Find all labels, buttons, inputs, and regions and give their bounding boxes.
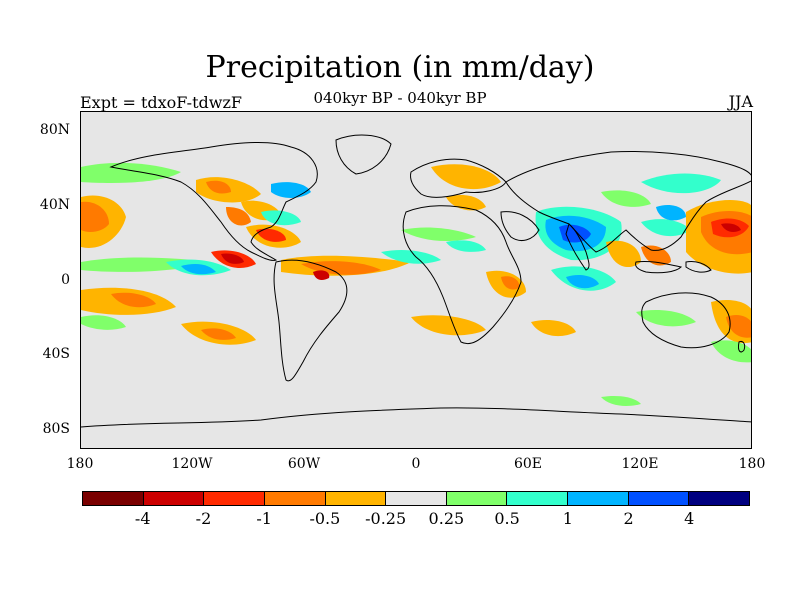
colorbar-segment	[83, 492, 144, 505]
y-tick-label: 40S	[42, 346, 70, 362]
anomaly-patch	[601, 395, 641, 406]
colorbar-label: -0.25	[365, 509, 407, 528]
anomaly-patch	[271, 182, 311, 198]
season-label: JJA	[728, 92, 753, 111]
coastline	[641, 292, 731, 349]
anomaly-patch	[711, 340, 751, 363]
colorbar-label: 0.25	[428, 509, 465, 528]
coastline	[81, 407, 751, 428]
colorbar-segment	[386, 492, 447, 505]
anomaly-patch	[181, 264, 216, 275]
anomaly-contours	[81, 162, 751, 406]
anomaly-patch	[411, 315, 486, 336]
anomaly-patch	[601, 190, 651, 207]
anomaly-patch	[81, 201, 109, 232]
colorbar-segment	[325, 492, 387, 505]
colorbar-segment	[264, 492, 326, 505]
anomaly-patch	[81, 315, 126, 330]
x-tick-label: 120W	[171, 456, 213, 472]
x-tick-label: 0	[411, 456, 421, 472]
coastline	[402, 205, 522, 345]
x-tick-label: 120E	[621, 456, 659, 472]
colorbar-label: 1	[562, 509, 573, 528]
coastline	[685, 261, 712, 273]
colorbar-label: -4	[134, 509, 151, 528]
anomaly-patch	[261, 210, 301, 226]
coastline	[109, 142, 318, 261]
colorbar-label: 2	[623, 509, 634, 528]
y-tick-label: 40N	[39, 197, 70, 213]
anomaly-patch	[431, 164, 501, 190]
coastline	[635, 261, 683, 274]
anomaly-patch	[606, 240, 641, 268]
anomaly-patch	[566, 274, 599, 289]
x-tick-label: 180	[738, 456, 766, 472]
colorbar	[82, 491, 750, 506]
x-tick-label: 60E	[513, 456, 543, 472]
coastline	[500, 211, 540, 241]
x-tick-label: 60W	[287, 456, 321, 472]
colorbar-segment	[446, 492, 508, 505]
anomaly-patch	[641, 245, 671, 266]
coastline	[335, 134, 392, 175]
colorbar-label: -1	[256, 509, 272, 528]
anomaly-patch	[206, 180, 231, 194]
anomaly-patch	[256, 228, 286, 242]
anomaly-patch	[636, 310, 696, 327]
colorbar-label: -2	[195, 509, 212, 528]
coastline	[565, 223, 590, 271]
y-tick-label: 0	[61, 272, 70, 288]
y-tick-label: 80S	[42, 421, 70, 437]
anomaly-patch	[726, 315, 751, 338]
plot-subtitle: 040kyr BP - 040kyr BP	[313, 89, 487, 107]
colorbar-segment	[628, 492, 690, 505]
anomaly-patch	[313, 270, 330, 280]
precipitation-map	[80, 111, 752, 449]
colorbar-segment	[507, 492, 569, 505]
anomaly-patch	[656, 205, 686, 221]
colorbar-label: 0.5	[494, 509, 520, 528]
anomaly-patch	[446, 240, 486, 252]
map-canvas	[81, 134, 751, 428]
anomaly-patch	[641, 219, 691, 237]
colorbar-segment	[568, 492, 629, 505]
x-tick-label: 180	[66, 456, 94, 472]
colorbar-label: 4	[684, 509, 695, 528]
anomaly-patch	[201, 328, 236, 340]
colorbar-segment	[204, 492, 265, 505]
anomaly-patch	[531, 320, 576, 337]
plot-title: Precipitation (in mm/day)	[205, 50, 595, 85]
anomaly-patch	[721, 223, 741, 232]
coastlines	[81, 134, 751, 428]
anomaly-patch	[381, 249, 441, 264]
anomaly-patch	[81, 162, 181, 183]
anomaly-patch	[401, 227, 476, 242]
anomaly-patch	[111, 292, 156, 308]
colorbar-segment	[689, 492, 750, 505]
anomaly-patch	[501, 276, 520, 290]
y-tick-label: 80N	[39, 122, 70, 138]
anomaly-patch	[226, 207, 251, 226]
experiment-label: Expt = tdxoF-tdwzF	[80, 93, 242, 112]
anomaly-patch	[221, 253, 244, 264]
coastline	[738, 341, 746, 353]
coastline	[410, 158, 507, 198]
anomaly-patch	[641, 173, 721, 194]
colorbar-segment	[143, 492, 205, 505]
colorbar-label: -0.5	[309, 509, 341, 528]
coastline	[273, 259, 348, 382]
